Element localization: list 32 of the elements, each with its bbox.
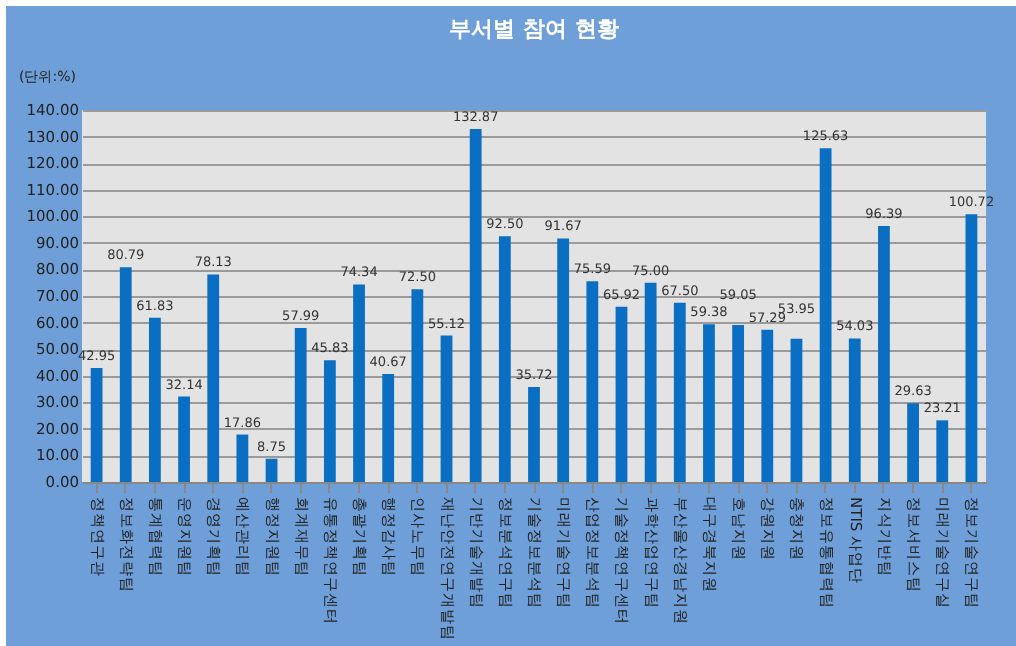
bar <box>469 128 482 482</box>
bar <box>207 274 220 482</box>
bar <box>644 282 657 482</box>
bar <box>440 335 453 482</box>
bar <box>848 338 861 482</box>
bar <box>294 327 307 482</box>
bar <box>90 367 103 482</box>
bar <box>878 225 890 482</box>
bar <box>528 387 540 482</box>
bar <box>498 236 511 482</box>
bar <box>790 338 803 482</box>
bar <box>323 360 336 482</box>
bar <box>411 289 424 482</box>
bar <box>119 267 132 482</box>
bar <box>673 302 686 482</box>
bar <box>615 306 628 482</box>
bar <box>236 434 249 482</box>
bar <box>819 148 832 482</box>
bar <box>178 396 190 482</box>
bar <box>557 238 570 482</box>
bar <box>586 281 599 482</box>
bar <box>965 214 978 482</box>
bar <box>703 324 715 482</box>
bar <box>936 420 949 482</box>
chart-title: 부서별 참여 현황 <box>449 16 619 42</box>
bar <box>761 329 774 482</box>
bar <box>353 284 365 482</box>
bar <box>265 458 278 482</box>
bar <box>907 403 919 482</box>
bar <box>149 317 161 482</box>
bar <box>732 325 745 482</box>
bar <box>382 373 395 482</box>
